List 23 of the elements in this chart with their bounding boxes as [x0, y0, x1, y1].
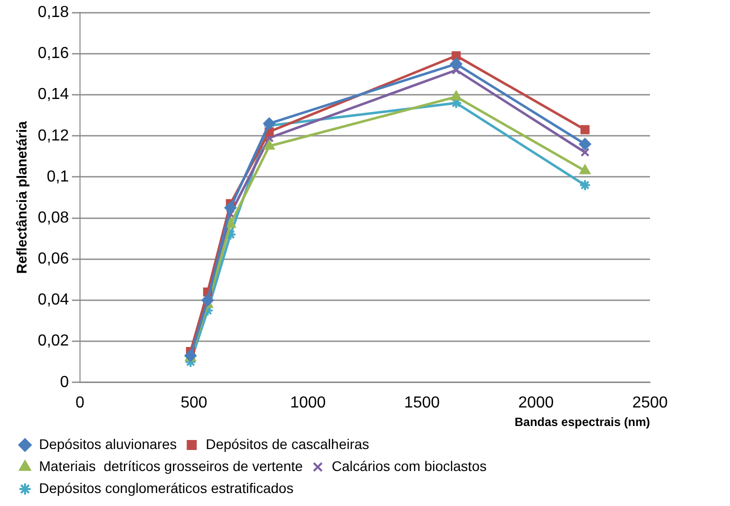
x-tick-label: 0: [75, 394, 84, 412]
y-tick-label: 0,12: [38, 127, 70, 144]
legend-label: Calcários com bioclastos: [332, 458, 487, 474]
y-tick-label: 0,14: [38, 86, 70, 104]
x-axis-title: Bandas espectrais (nm): [514, 415, 650, 430]
y-tick-label: 0,1: [46, 168, 70, 186]
y-tick-label: 0: [60, 374, 70, 391]
x-tick-label: 2000: [518, 394, 554, 412]
x-tick-label: 1000: [290, 394, 326, 412]
y-tick-label: 0,08: [38, 209, 70, 226]
x-tick-label: 500: [180, 394, 208, 412]
y-axis-title: Reflectância planetária: [13, 121, 30, 274]
y-tick-label: 0,02: [38, 332, 70, 350]
legend-label: Depósitos aluvionares: [39, 436, 177, 452]
x-tick-label: 2500: [632, 394, 668, 412]
y-tick-label: 0,18: [38, 4, 70, 22]
y-tick-label: 0,04: [38, 292, 70, 309]
legend-label: Depósitos conglomeráticos estratificados: [39, 480, 294, 496]
legend-label: Materiais detríticos grosseiros de vertente: [39, 458, 303, 474]
legend-label: Depósitos de cascalheiras: [206, 436, 370, 452]
y-tick-label: 0,16: [38, 45, 70, 62]
x-tick-label: 1500: [404, 394, 440, 412]
y-tick-label: 0,06: [38, 250, 70, 268]
